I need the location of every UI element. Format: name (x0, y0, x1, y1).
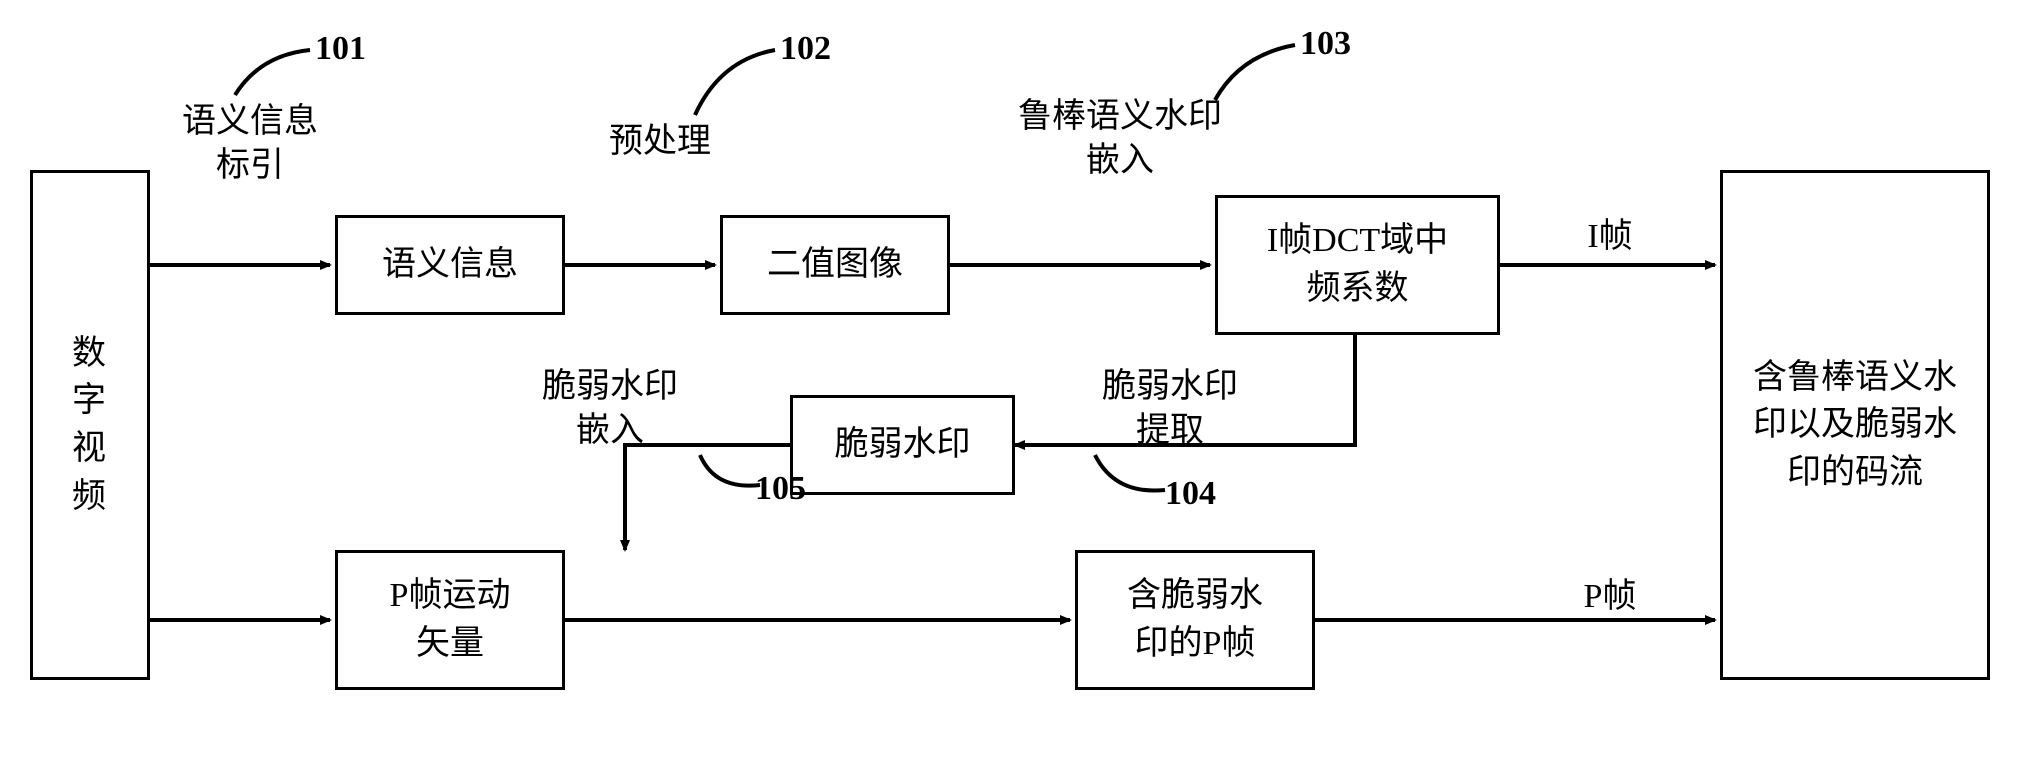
refnum-104: 104 (1165, 475, 1216, 513)
node-binary-image: 二值图像 (720, 215, 950, 315)
node-pframe-with-wm: 含脆弱水印的P帧 (1075, 550, 1315, 690)
label-arrow-pframe-text: P帧 (1584, 578, 1637, 615)
label-101: 语义信息标引 (130, 100, 370, 188)
refnum-101: 101 (315, 30, 366, 68)
node-semantic-info-label: 语义信息 (382, 241, 518, 289)
node-fragile-watermark-label: 脆弱水印 (835, 421, 971, 469)
node-semantic-info: 语义信息 (335, 215, 565, 315)
refnum-103: 103 (1300, 25, 1351, 63)
node-output-stream: 含鲁棒语义水印以及脆弱水印的码流 (1720, 170, 1990, 680)
node-output-stream-label: 含鲁棒语义水印以及脆弱水印的码流 (1753, 354, 1957, 497)
node-iframe-dct: I帧DCT域中频系数 (1215, 195, 1500, 335)
label-102-text: 预处理 (609, 123, 711, 160)
node-binary-image-label: 二值图像 (767, 241, 903, 289)
node-input-video-label: 数字视频 (72, 330, 108, 520)
label-arrow-iframe-text: I帧 (1587, 218, 1632, 255)
refnum-101-text: 101 (315, 30, 366, 67)
node-pframe-motion: P帧运动矢量 (335, 550, 565, 690)
node-pframe-motion-label: P帧运动矢量 (390, 572, 511, 667)
label-103-text: 鲁棒语义水印嵌入 (1018, 98, 1222, 179)
label-104: 脆弱水印提取 (1050, 365, 1290, 453)
label-102: 预处理 (570, 120, 750, 164)
label-101-text: 语义信息标引 (182, 103, 318, 184)
node-iframe-dct-label: I帧DCT域中频系数 (1267, 217, 1448, 312)
refnum-105-text: 105 (755, 470, 806, 507)
label-104-text: 脆弱水印提取 (1102, 368, 1238, 449)
label-105-text: 脆弱水印嵌入 (542, 368, 678, 449)
refnum-105: 105 (755, 470, 806, 508)
node-input-video: 数字视频 (30, 170, 150, 680)
node-pframe-with-wm-label: 含脆弱水印的P帧 (1127, 572, 1263, 667)
label-103: 鲁棒语义水印嵌入 (960, 95, 1280, 183)
watermark-flowchart: 数字视频 语义信息 二值图像 I帧DCT域中频系数 脆弱水印 P帧运动矢量 含脆… (0, 0, 2017, 781)
refnum-104-text: 104 (1165, 475, 1216, 512)
refnum-102-text: 102 (780, 30, 831, 67)
node-fragile-watermark: 脆弱水印 (790, 395, 1015, 495)
label-arrow-pframe: P帧 (1560, 575, 1660, 619)
refnum-103-text: 103 (1300, 25, 1351, 62)
label-arrow-iframe: I帧 (1560, 215, 1660, 259)
label-105: 脆弱水印嵌入 (490, 365, 730, 453)
refnum-102: 102 (780, 30, 831, 68)
